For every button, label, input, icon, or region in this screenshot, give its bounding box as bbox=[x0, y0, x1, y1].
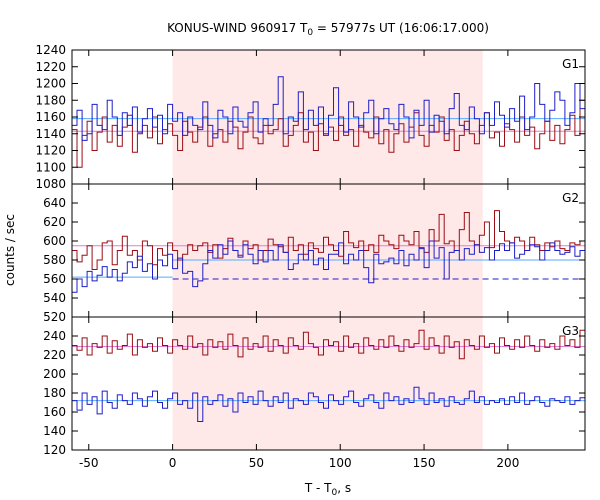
x-tick-label: 100 bbox=[329, 456, 352, 470]
y-tick-label: 1140 bbox=[35, 127, 66, 141]
y-tick-label: 160 bbox=[43, 405, 66, 419]
y-tick-label: 1200 bbox=[35, 77, 66, 91]
y-tick-label: 620 bbox=[43, 215, 66, 229]
series-red-g3 bbox=[72, 329, 585, 360]
y-axis-title: counts / sec bbox=[3, 214, 17, 286]
series-blue-g1 bbox=[72, 76, 585, 141]
panel-g1: 1080 1100 1120 1140 1160 1180 1200 1220 1240 G1 bbox=[35, 43, 586, 191]
y-tick-label: 240 bbox=[43, 329, 66, 343]
highlight-interval bbox=[172, 184, 483, 317]
plot-area: 108011001120114011601180120012201240G152… bbox=[35, 43, 586, 470]
y-tick-label: 220 bbox=[43, 348, 66, 362]
panel-g2: 520 540 560 580 600 620 640 G2 bbox=[43, 183, 586, 324]
chart-title: KONUS-WIND 960917 T0 = 57977s UT (16:06:… bbox=[167, 21, 489, 38]
y-tick-label: 640 bbox=[43, 196, 66, 210]
y-tick-label: 200 bbox=[43, 367, 66, 381]
y-tick-label: 1100 bbox=[35, 160, 66, 174]
series-blue-g3 bbox=[72, 386, 585, 422]
y-tick-label: 1080 bbox=[35, 177, 66, 191]
x-tick-label: 0 bbox=[169, 456, 177, 470]
x-tick-label: -50 bbox=[79, 456, 99, 470]
panel-label: G2 bbox=[562, 191, 579, 205]
series-red-g2 bbox=[72, 210, 585, 270]
y-tick-label: 540 bbox=[43, 291, 66, 305]
y-tick-label: 600 bbox=[43, 234, 66, 248]
panel-g3: 120 140 160 180 200 220 240 G3 bbox=[43, 316, 586, 457]
y-tick-label: 1180 bbox=[35, 93, 66, 107]
y-tick-label: 560 bbox=[43, 272, 66, 286]
x-tick-label: 200 bbox=[496, 456, 519, 470]
highlight-interval bbox=[172, 50, 483, 184]
panel-label: G1 bbox=[562, 57, 579, 71]
panel-label: G3 bbox=[562, 324, 579, 338]
panel-frame bbox=[71, 316, 586, 451]
x-tick-label: 50 bbox=[249, 456, 264, 470]
x-tick-label: 150 bbox=[413, 456, 436, 470]
y-tick-label: 1220 bbox=[35, 60, 66, 74]
y-tick-label: 1120 bbox=[35, 144, 66, 158]
series-blue-g2 bbox=[72, 240, 585, 293]
y-tick-label: 520 bbox=[43, 310, 66, 324]
y-tick-label: 1160 bbox=[35, 110, 66, 124]
y-tick-label: 120 bbox=[43, 443, 66, 457]
x-axis-title: T - T0, s bbox=[304, 481, 351, 498]
y-tick-label: 580 bbox=[43, 253, 66, 267]
y-tick-label: 140 bbox=[43, 424, 66, 438]
y-tick-label: 1240 bbox=[35, 43, 66, 57]
highlight-interval bbox=[172, 317, 483, 450]
y-tick-label: 180 bbox=[43, 386, 66, 400]
